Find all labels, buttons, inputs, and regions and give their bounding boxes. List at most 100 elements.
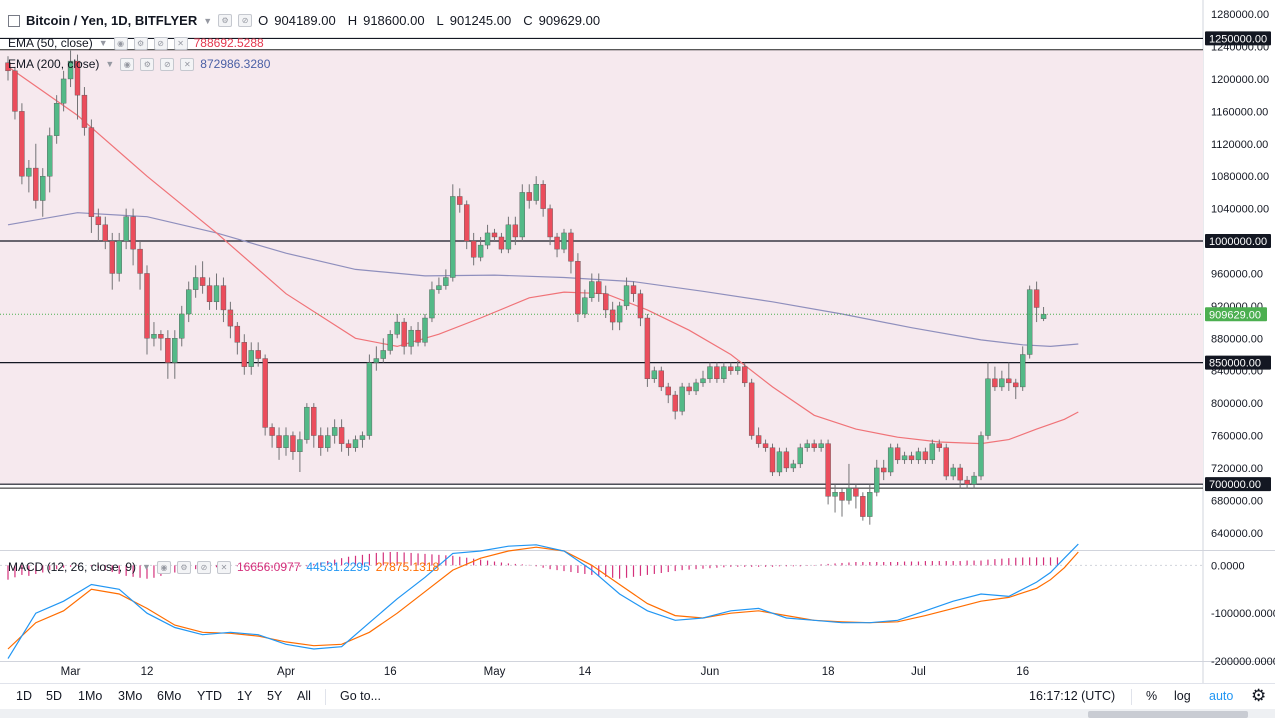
candle[interactable] xyxy=(422,313,428,347)
candle[interactable] xyxy=(116,232,122,282)
candle[interactable] xyxy=(199,261,206,294)
scroll-handle[interactable] xyxy=(1088,711,1248,718)
candle[interactable] xyxy=(338,419,345,452)
candle[interactable] xyxy=(804,439,810,452)
candle[interactable] xyxy=(283,427,289,456)
candle[interactable] xyxy=(255,342,261,367)
candle[interactable] xyxy=(978,431,984,481)
candle[interactable] xyxy=(47,127,53,193)
candle[interactable] xyxy=(109,232,115,290)
ema50-close-icon[interactable]: ✕ xyxy=(173,36,188,50)
candle[interactable] xyxy=(922,447,929,464)
candle[interactable] xyxy=(547,204,553,246)
candle[interactable] xyxy=(575,253,581,323)
candle[interactable] xyxy=(220,277,227,323)
candle[interactable] xyxy=(144,265,150,355)
candle[interactable] xyxy=(651,366,658,383)
candle[interactable] xyxy=(443,269,449,290)
candle[interactable] xyxy=(992,366,998,391)
candle[interactable] xyxy=(929,439,936,464)
macd-label[interactable]: MACD (12, 26, close, 9) xyxy=(8,560,137,574)
ema200-dropdown-icon[interactable]: ▼ xyxy=(105,59,115,69)
candle[interactable] xyxy=(464,200,470,250)
candle[interactable] xyxy=(95,208,102,242)
candle[interactable] xyxy=(318,427,324,456)
candle[interactable] xyxy=(1026,285,1033,359)
candle[interactable] xyxy=(582,289,588,319)
candle[interactable] xyxy=(290,431,296,460)
candle[interactable] xyxy=(165,330,171,379)
symbol-title[interactable]: Bitcoin / Yen, 1D, BITFLYER xyxy=(26,13,198,28)
candle[interactable] xyxy=(297,431,303,473)
candle[interactable] xyxy=(380,338,386,363)
candle[interactable] xyxy=(783,447,790,473)
candle[interactable] xyxy=(915,447,922,464)
candle[interactable] xyxy=(81,87,88,136)
candle[interactable] xyxy=(846,463,852,505)
candle[interactable] xyxy=(304,403,310,444)
candle[interactable] xyxy=(206,277,213,310)
candle[interactable] xyxy=(387,330,393,355)
candle[interactable] xyxy=(151,322,157,347)
candle[interactable] xyxy=(950,463,956,481)
candle[interactable] xyxy=(401,318,407,355)
settings-icon[interactable]: ⚙ xyxy=(218,14,233,27)
candle[interactable] xyxy=(874,459,880,497)
candle[interactable] xyxy=(394,313,400,339)
range-ytd-button[interactable]: YTD xyxy=(197,689,222,703)
candle[interactable] xyxy=(686,382,692,396)
candle[interactable] xyxy=(832,484,838,513)
candle[interactable] xyxy=(172,330,178,379)
candle[interactable] xyxy=(901,451,908,464)
candle[interactable] xyxy=(721,362,727,383)
candle[interactable] xyxy=(596,273,602,302)
candle[interactable] xyxy=(311,403,317,448)
candle[interactable] xyxy=(185,281,192,323)
candle[interactable] xyxy=(491,228,498,242)
candle[interactable] xyxy=(894,443,901,464)
range-5d-button[interactable]: 5D xyxy=(46,689,62,703)
candle[interactable] xyxy=(498,232,505,254)
candle[interactable] xyxy=(839,488,845,517)
candle[interactable] xyxy=(707,362,713,383)
candle[interactable] xyxy=(5,56,11,81)
candle[interactable] xyxy=(40,168,46,217)
ema200-eye-icon[interactable]: ◉ xyxy=(120,57,135,71)
log-toggle[interactable]: log xyxy=(1174,689,1191,703)
candle[interactable] xyxy=(943,443,949,481)
candle[interactable] xyxy=(936,439,942,452)
range-all-button[interactable]: All xyxy=(297,689,311,703)
candle[interactable] xyxy=(248,342,254,375)
candle[interactable] xyxy=(679,382,685,416)
candle[interactable] xyxy=(373,346,380,371)
candle[interactable] xyxy=(325,427,331,452)
candle[interactable] xyxy=(568,228,574,274)
price-axis[interactable]: 1280000.001240000.001200000.001160000.00… xyxy=(1211,9,1269,540)
candle[interactable] xyxy=(512,216,519,246)
percent-toggle[interactable]: % xyxy=(1146,689,1158,703)
candle[interactable] xyxy=(867,484,873,525)
candle[interactable] xyxy=(74,54,81,120)
candle[interactable] xyxy=(137,241,143,290)
candle[interactable] xyxy=(130,208,136,266)
candle[interactable] xyxy=(818,439,824,452)
candle[interactable] xyxy=(359,431,366,448)
candle[interactable] xyxy=(12,66,18,120)
candle[interactable] xyxy=(658,366,664,391)
candle[interactable] xyxy=(19,103,25,185)
candle[interactable] xyxy=(755,427,762,448)
candle[interactable] xyxy=(519,184,525,242)
candle[interactable] xyxy=(603,285,609,319)
range-5y-button[interactable]: 5Y xyxy=(267,689,283,703)
candle[interactable] xyxy=(67,50,74,88)
ema200-settings-icon[interactable]: ⚙ xyxy=(140,57,155,71)
candle[interactable] xyxy=(853,484,859,509)
candle[interactable] xyxy=(748,378,755,440)
candle[interactable] xyxy=(450,184,456,282)
candle[interactable] xyxy=(957,463,963,489)
macd-hide-icon[interactable]: ⊘ xyxy=(196,560,211,574)
candle[interactable] xyxy=(561,228,567,254)
candle[interactable] xyxy=(964,476,970,489)
candle[interactable] xyxy=(860,492,866,521)
candle[interactable] xyxy=(53,95,60,144)
